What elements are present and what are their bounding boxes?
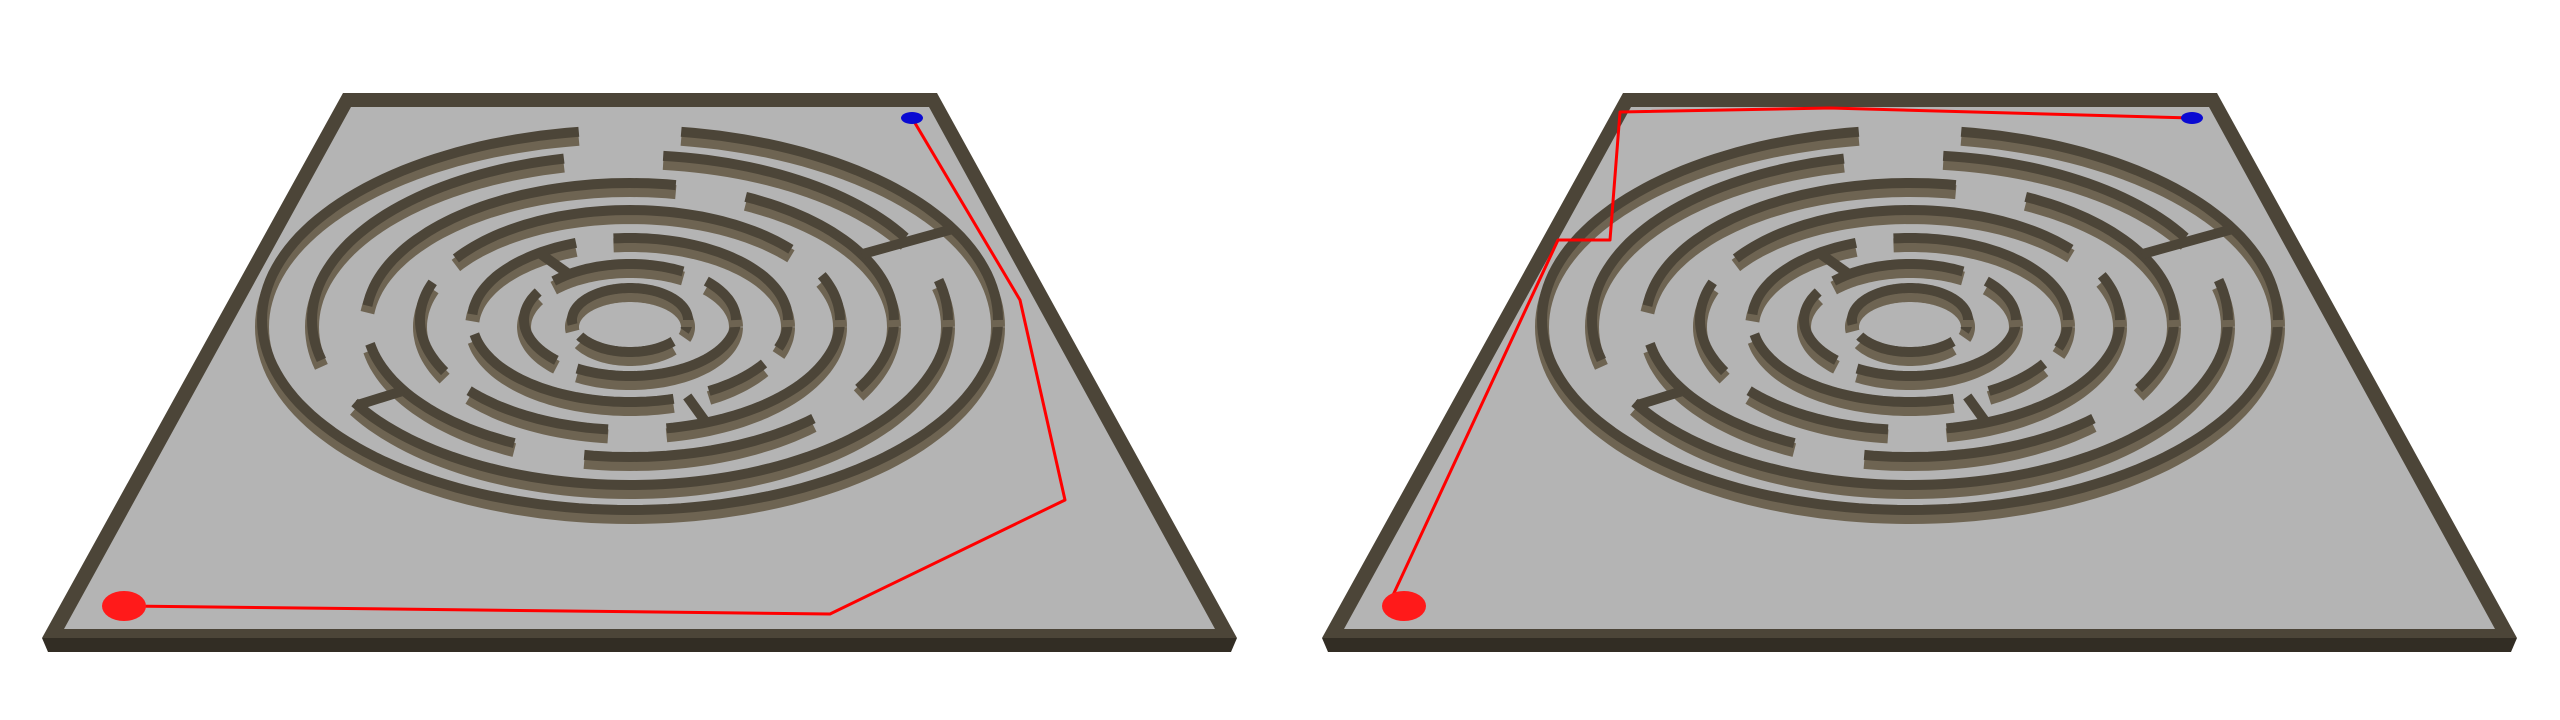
maze-wall <box>1960 126 2283 321</box>
maze-wall-side <box>662 155 910 250</box>
maze-wall <box>1747 238 1858 316</box>
board-base-edge <box>1322 638 2517 652</box>
maze-wall <box>2135 319 2179 393</box>
maze-wall-side <box>254 131 1005 525</box>
maze-wall <box>1798 288 1839 365</box>
circular-maze-walls <box>254 126 1005 525</box>
maze-wall <box>1983 276 2021 321</box>
maze-wall <box>1942 150 2189 242</box>
maze-wall <box>703 276 741 321</box>
maze-wall <box>362 177 677 307</box>
maze-wall <box>2097 272 2125 321</box>
maze-wall-radial <box>356 385 406 410</box>
maze-wall <box>551 259 685 286</box>
maze-wall <box>666 319 845 434</box>
maze-wall <box>1855 319 2021 381</box>
maze-wall <box>1536 126 2283 516</box>
maze-wall-side <box>1745 391 1889 444</box>
maze-wall-radial <box>2140 224 2235 260</box>
maze-wall <box>576 332 676 357</box>
right-maze-board <box>1322 93 2517 652</box>
maze-wall-side <box>706 365 769 405</box>
circular-maze-walls <box>1534 126 2285 525</box>
maze-wall-radial <box>683 393 711 426</box>
maze-wall <box>583 414 816 463</box>
board-base-edge <box>42 638 1237 652</box>
maze-wall <box>1946 319 2125 434</box>
maze-wall <box>351 319 953 491</box>
maze-wall <box>518 288 559 365</box>
maze-wall <box>662 150 909 242</box>
maze-wall <box>1631 319 2233 491</box>
maze-wall-radial <box>536 248 572 279</box>
maze-wall <box>1847 283 1973 326</box>
maze-wall <box>613 233 793 321</box>
maze-wall-side <box>1731 209 2075 272</box>
left-maze-board <box>42 93 1237 652</box>
maze-wall-side <box>1942 155 2190 250</box>
maze-wall <box>1642 177 1957 307</box>
maze-wall <box>452 204 794 263</box>
maze-wall <box>680 126 1003 321</box>
maze-wall <box>414 279 449 376</box>
maze-wall-radial <box>1636 385 1686 410</box>
maze-wall <box>256 126 1003 516</box>
maze-wall <box>2214 278 2233 321</box>
maze-wall-side <box>1534 131 2285 525</box>
maze-wall <box>1856 332 1956 357</box>
maze-wall-side <box>574 338 677 366</box>
blue-goal-icon <box>901 112 923 124</box>
maze-wall <box>467 238 578 316</box>
maze-wall <box>1694 279 1729 376</box>
maze-wall <box>466 386 609 435</box>
maze-wall-radial <box>1816 248 1852 279</box>
maze-wall <box>744 192 899 321</box>
maze-wall <box>1586 153 1845 362</box>
maze-wall <box>855 319 899 393</box>
maze-wall <box>567 283 693 326</box>
maze-wall <box>469 332 675 407</box>
maze-wall <box>1732 204 2074 263</box>
maze-wall-radial <box>860 224 955 260</box>
maze-wall-side <box>1986 365 2049 405</box>
maze-wall <box>1987 359 2048 396</box>
red-path-line <box>124 117 1067 616</box>
maze-wall <box>306 153 565 362</box>
maze-wall-side <box>1854 338 1957 366</box>
maze-wall <box>934 278 953 321</box>
maze-wall <box>817 272 845 321</box>
maze-wall <box>707 359 768 396</box>
red-ball-icon <box>102 591 146 621</box>
maze-wall <box>1893 233 2073 321</box>
maze-wall-side <box>583 419 817 472</box>
maze-wall-side <box>1830 264 1965 295</box>
maze-wall-side <box>1863 419 2097 472</box>
maze-wall <box>1645 342 1796 448</box>
blue-goal-icon <box>2181 112 2203 124</box>
maze-wall-radial <box>1963 393 1991 426</box>
maze-wall <box>1746 386 1889 435</box>
maze-wall <box>1749 332 1955 407</box>
red-ball-icon <box>1382 591 1426 621</box>
maze-wall-side <box>451 209 795 272</box>
maze-wall <box>1831 259 1965 286</box>
maze-wall <box>1863 414 2096 463</box>
red-path-line <box>1386 106 2193 607</box>
maze-wall-side <box>465 391 609 444</box>
maze-wall-side <box>550 264 685 295</box>
maze-wall <box>365 342 516 448</box>
maze-wall <box>2024 192 2179 321</box>
maze-wall <box>575 319 741 381</box>
